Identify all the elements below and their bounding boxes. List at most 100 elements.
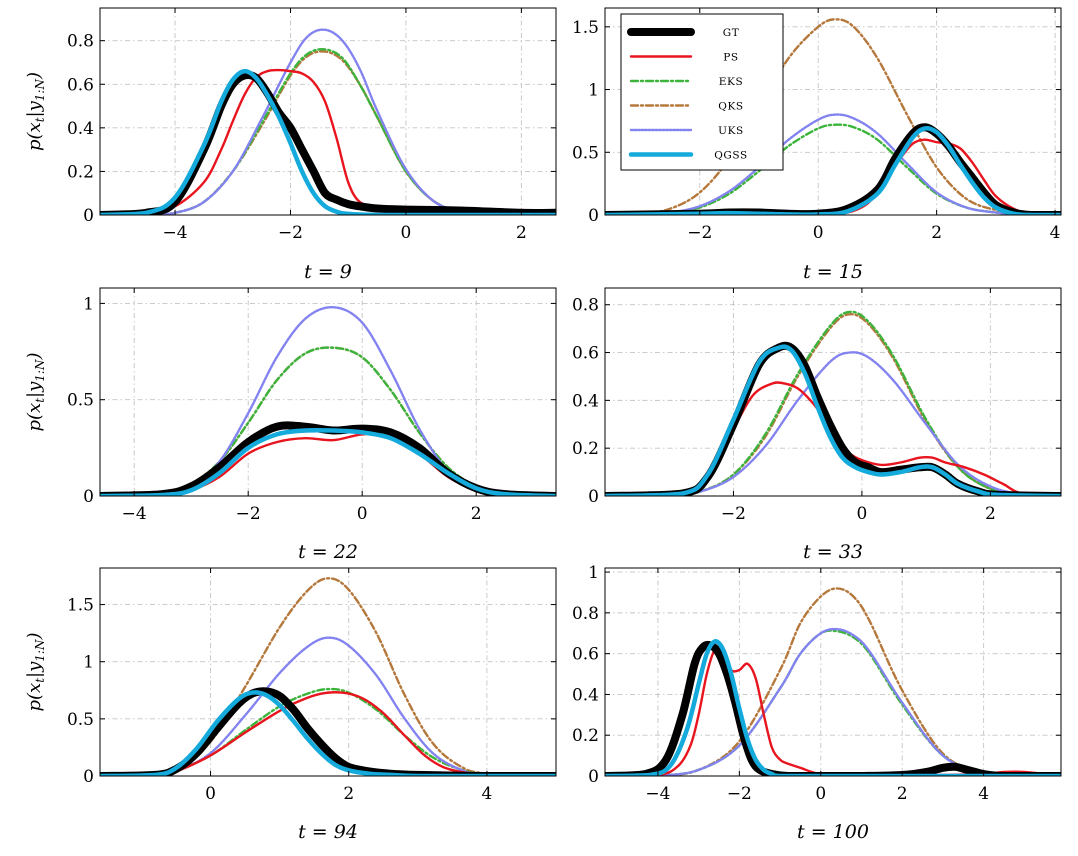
x-tick-label: 2 [931,223,942,243]
series-line-ps [605,138,1061,215]
y-tick-label: 0.8 [572,296,599,316]
panel-caption: t = 15 [803,261,863,283]
y-tick-label: 0.2 [572,439,599,459]
series-line-ps [100,691,556,776]
series-line-uks [100,306,556,496]
x-tick-label: 2 [985,504,996,524]
y-tick-label: 0.5 [572,143,599,163]
legend-label-gt: GT [723,27,740,39]
x-tick-label: −4 [645,784,670,804]
plot-frame [604,287,1062,497]
series-group [605,310,1061,496]
panel-caption: t = 9 [304,261,352,283]
legend-label-uks: UKS [718,125,744,137]
series-group [100,306,556,496]
legend-label-qgss: QGSS [714,150,748,162]
y-tick-label: 0 [83,206,94,226]
series-line-uks [605,351,1061,496]
x-tick-label: −4 [163,223,188,243]
y-tick-label: 0.4 [67,119,94,139]
panel-6: −4 −2 0 2 4 0 0.2 0.4 0.6 0.8 1 t = 100 [572,563,1062,843]
series-line-gt [605,341,1061,496]
y-tick-label: 1.5 [67,596,94,616]
x-tick-label: −2 [278,223,303,243]
series-line-qgss [100,690,556,776]
x-tick-label: 2 [471,504,482,524]
legend-label-eks: EKS [719,76,744,88]
x-tick-label: 0 [815,784,826,804]
x-tick-label: −2 [721,504,746,524]
y-axis-label: p(xt|y1:N) [24,633,47,712]
series-line-eks [100,346,556,496]
y-tick-label: 1 [588,563,599,583]
series-group [100,577,556,776]
y-axis-label: p(xt|y1:N) [24,353,47,432]
y-tick-label: 1 [588,81,599,101]
series-line-qgss [605,639,1061,776]
series-group [100,28,556,215]
panel-3: −4 −2 0 2 0 0.5 1 t = 22 p(xt|y1:N) [24,287,557,563]
x-tick-label: −2 [236,504,261,524]
plot-frame [604,567,1062,777]
y-tick-label: 0 [588,206,599,226]
series-line-uks [605,113,1061,215]
legend-label-qks: QKS [718,101,743,113]
y-tick-label: 1 [83,653,94,673]
x-tick-label: 2 [343,784,354,804]
panel-caption: t = 100 [797,821,869,843]
series-line-gt [605,640,1061,776]
x-tick-label: −2 [727,784,752,804]
series-line-eks [100,48,556,215]
y-tick-label: 0.2 [572,726,599,746]
y-tick-label: 1.5 [572,18,599,38]
y-tick-label: 0.6 [67,75,94,95]
series-line-qks [100,346,556,496]
x-tick-label: 0 [401,223,412,243]
y-tick-label: 0.5 [67,391,94,411]
series-line-gt [100,687,556,776]
x-tick-label: −4 [122,504,147,524]
series-line-qgss [100,427,556,496]
y-tick-label: 1 [83,294,94,314]
legend-box [620,13,784,171]
x-tick-label: 4 [978,784,989,804]
y-tick-label: 0 [83,487,94,507]
panel-2: −2 0 2 4 0 0.5 1 1.5 t = 15 [572,7,1062,283]
series-line-eks [605,310,1061,496]
y-tick-label: 0 [83,767,94,787]
x-tick-label: −2 [687,223,712,243]
x-tick-label: 0 [205,784,216,804]
y-tick-label: 0.2 [67,162,94,182]
x-tick-label: 0 [357,504,368,524]
panel-5: 0 2 4 0 0.5 1 1.5 t = 94 p(xt|y1:N) [24,567,557,843]
y-tick-label: 0.8 [67,32,94,52]
y-axis-label: p(xt|y1:N) [24,72,47,151]
series-group [605,587,1061,776]
series-line-gt [100,70,556,215]
series-line-qks [605,312,1061,496]
plot-frame [99,567,557,777]
y-tick-label: 0.6 [572,645,599,665]
y-tick-label: 0 [588,767,599,787]
series-line-ps [100,432,556,496]
series-line-eks [100,687,556,776]
plot-frame [604,7,1062,216]
series-line-gt [100,421,556,496]
plot-frame [99,7,557,216]
x-tick-label: 0 [813,223,824,243]
series-line-qgss [605,125,1061,215]
series-line-uks [605,627,1061,776]
y-tick-label: 0.4 [572,685,599,705]
plot-frame [99,287,557,497]
series-group [605,18,1061,215]
panel-caption: t = 94 [298,821,358,843]
y-tick-label: 0.4 [572,391,599,411]
series-line-qgss [100,68,556,215]
x-tick-label: 4 [1050,223,1061,243]
panel-caption: t = 33 [803,541,863,563]
legend-label-ps: PS [723,52,738,64]
y-tick-label: 0.6 [572,344,599,364]
x-tick-label: 4 [481,784,492,804]
x-tick-label: 2 [516,223,527,243]
